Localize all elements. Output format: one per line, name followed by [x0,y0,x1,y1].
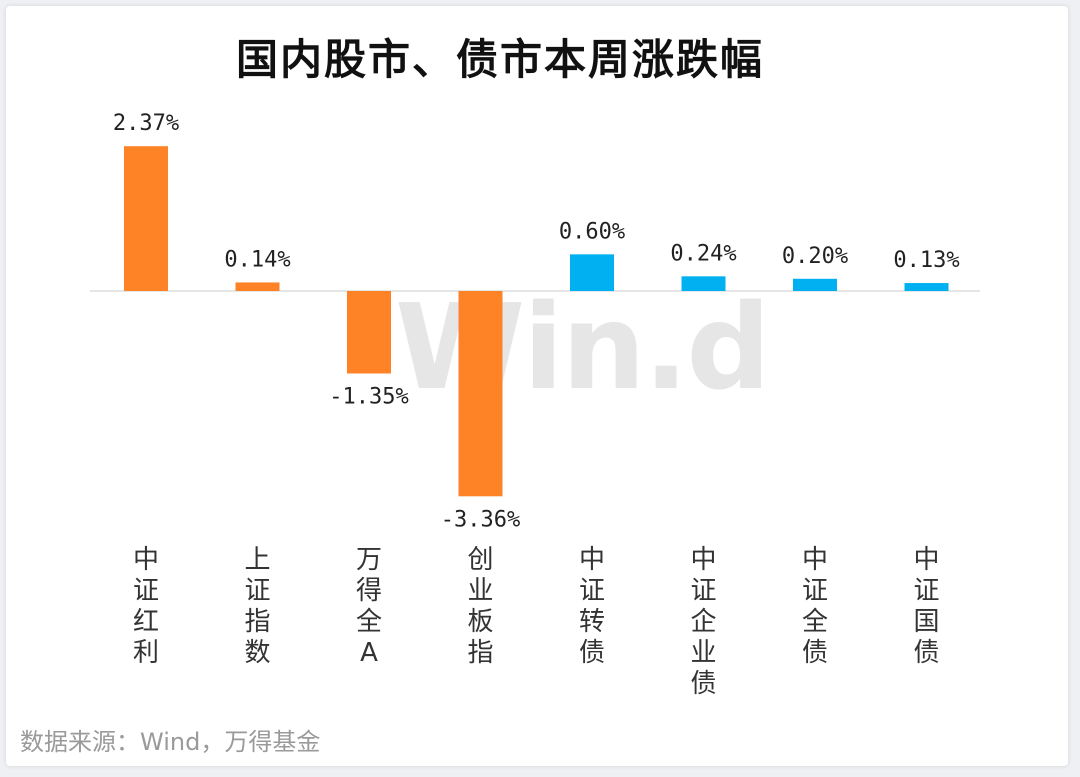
chart-title: 国内股市、债市本周涨跌幅 [235,35,764,84]
data-label: 0.24% [670,241,736,266]
bar-中证转债 [570,254,614,291]
data-label: 0.13% [893,248,959,273]
data-label: 0.60% [559,219,625,244]
bar-万得全A [347,291,391,374]
category-label: 中证转债 [579,545,605,668]
category-label: 上证指数 [244,545,270,668]
bar-中证企业债 [681,276,726,291]
category-label: 万得全 A [356,545,382,668]
data-label: -3.36% [441,507,520,532]
category-label: 中证国债 [913,545,939,668]
data-label: 0.14% [224,247,290,272]
category-label: 中证红利 [133,545,159,668]
data-label: 0.20% [782,244,848,269]
wind-watermark: Win.d [395,278,771,416]
category-label: 创业板指 [467,545,493,668]
category-label: 中证企业债 [690,545,716,699]
category-label: 中证全债 [802,545,828,668]
bar-中证国债 [904,283,949,291]
bar-中证红利 [124,146,168,291]
data-source-note: 数据来源：Wind，万得基金 [20,728,321,756]
bar-创业板指 [458,291,503,497]
bar-中证全债 [793,278,837,291]
bar-上证指数 [235,282,280,291]
chart-card [6,6,1068,766]
data-label: 2.37% [113,111,179,136]
data-label: -1.35% [329,384,408,409]
